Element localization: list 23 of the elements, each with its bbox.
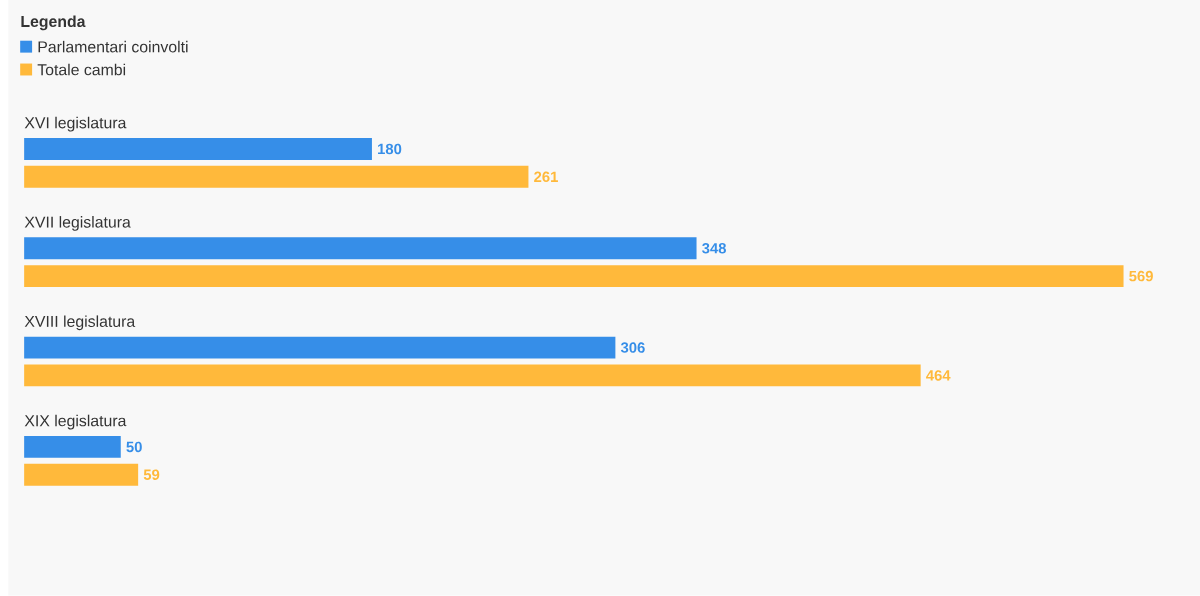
bar	[24, 436, 121, 458]
data-label: 59	[143, 469, 160, 481]
bar	[24, 463, 139, 486]
data-label: 348	[702, 243, 726, 254]
data-label: 569	[1129, 270, 1153, 282]
bar	[24, 138, 372, 160]
legend-title: Legenda	[21, 15, 86, 31]
data-label: 50	[126, 441, 142, 453]
data-label: 306	[620, 342, 645, 353]
y-tick-label: XIX legislatura	[24, 414, 127, 430]
data-label: 261	[534, 171, 558, 183]
bar	[24, 165, 529, 188]
bar	[24, 265, 1124, 288]
y-tick-label: XVIII legislatura	[24, 315, 136, 331]
y-tick-label: XVII legislatura	[24, 216, 131, 231]
data-label: 180	[378, 143, 402, 155]
legend-label: Totale cambi	[37, 63, 126, 76]
bar	[24, 364, 921, 387]
data-label: 464	[926, 370, 951, 381]
y-tick-label: XVI legislatura	[24, 116, 127, 132]
bar	[24, 237, 697, 260]
bar	[24, 336, 616, 359]
legend-label: Parlamentari coinvolti	[38, 40, 188, 53]
